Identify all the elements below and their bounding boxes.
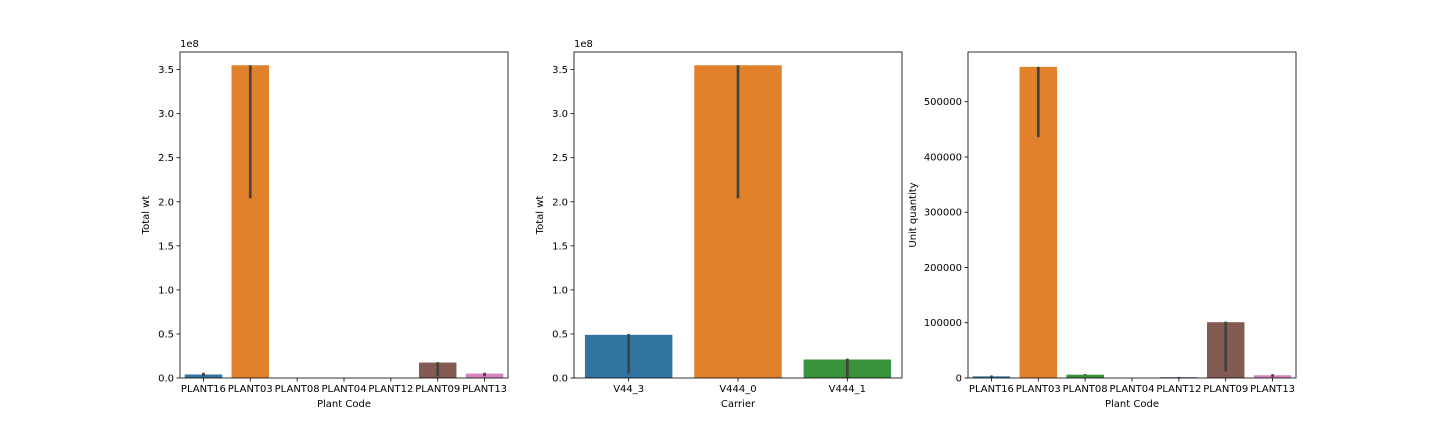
y-tick-label: 3.0 — [158, 109, 174, 120]
bar-plant16 — [972, 376, 1011, 378]
y-tick-label: 0 — [956, 374, 962, 385]
y-tick-label: 200000 — [924, 263, 962, 274]
y-axis-label: Total wt — [141, 196, 152, 236]
x-tick-label: PLANT16 — [969, 384, 1014, 395]
y-tick-label: 2.5 — [158, 153, 174, 164]
x-tick-label: PLANT08 — [275, 384, 320, 395]
x-tick-label: PLANT16 — [181, 384, 226, 395]
x-axis-label: Plant Code — [1105, 399, 1159, 410]
x-tick-label: PLANT03 — [228, 384, 273, 395]
y-offset-label: 1e8 — [574, 39, 593, 50]
x-tick-label: V444_0 — [719, 384, 756, 395]
y-tick-label: 1.0 — [158, 285, 174, 296]
y-tick-label: 2.5 — [552, 153, 568, 164]
y-tick-label: 0.0 — [552, 374, 568, 385]
x-tick-label: PLANT13 — [1250, 384, 1295, 395]
y-tick-label: 0.5 — [552, 329, 568, 340]
x-tick-label: PLANT03 — [1016, 384, 1061, 395]
axes-frame — [179, 51, 509, 379]
bar-plant16 — [184, 374, 223, 378]
y-offset-label: 1e8 — [180, 39, 199, 50]
y-tick-label: 400000 — [924, 152, 962, 163]
y-tick-label: 0.0 — [158, 374, 174, 385]
x-axis-label: Plant Code — [317, 399, 371, 410]
y-axis-label: Total wt — [535, 196, 546, 236]
x-tick-label: PLANT13 — [462, 384, 507, 395]
y-tick-label: 3.5 — [158, 65, 174, 76]
axes-frame — [967, 51, 1297, 379]
x-tick-label: PLANT12 — [1156, 384, 1201, 395]
x-tick-label: PLANT04 — [1110, 384, 1155, 395]
y-tick-label: 1.0 — [552, 285, 568, 296]
x-tick-label: PLANT04 — [322, 384, 367, 395]
x-tick-label: V44_3 — [613, 384, 644, 395]
x-tick-label: PLANT09 — [415, 384, 460, 395]
y-tick-label: 1.5 — [158, 241, 174, 252]
y-tick-label: 300000 — [924, 208, 962, 219]
x-tick-label: V444_1 — [829, 384, 866, 395]
x-tick-label: PLANT08 — [1063, 384, 1108, 395]
chart-2: 0.0 0.5 1.0 1.5 2.0 2.5 3.0 3.5 V44_3 V444_0 V444_… — [535, 39, 903, 410]
y-tick-label: 3.5 — [552, 65, 568, 76]
x-tick-label: PLANT09 — [1203, 384, 1248, 395]
y-tick-label: 0.5 — [158, 329, 174, 340]
bar-plant08 — [1066, 374, 1104, 378]
y-tick-label: 2.0 — [158, 197, 174, 208]
y-tick-label: 100000 — [924, 318, 962, 329]
y-tick-label: 3.0 — [552, 109, 568, 120]
y-tick-label: 2.0 — [552, 197, 568, 208]
y-tick-label: 500000 — [924, 97, 962, 108]
y-axis-label: Unit quantity — [908, 182, 919, 247]
x-tick-label: PLANT12 — [368, 384, 413, 395]
x-axis-label: Carrier — [721, 399, 756, 410]
y-tick-label: 1.5 — [552, 241, 568, 252]
